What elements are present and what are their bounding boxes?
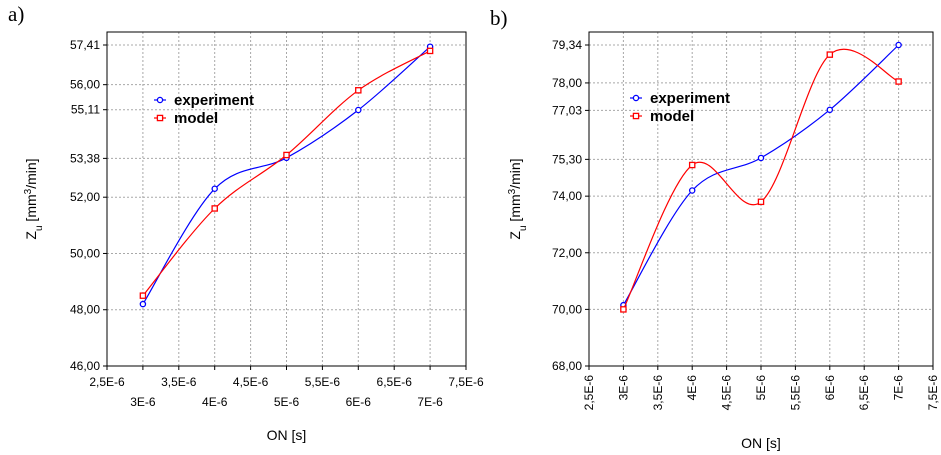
x-tick-label: 7E-6 [417, 395, 443, 409]
legend-label-model: model [174, 110, 218, 127]
legend-label-model: model [650, 108, 694, 125]
y-axis-title: Zu [mm3/min] [507, 158, 529, 239]
data-point-experiment [895, 41, 902, 49]
y-tick-label: 74,00 [552, 189, 582, 203]
y-axis-title: Zu [mm3/min] [23, 158, 45, 239]
y-tick-label: 75,30 [552, 152, 582, 166]
x-tick-label: 7,5E-6 [926, 375, 940, 411]
x-tick-label: 4,5E-6 [233, 375, 269, 389]
legend-marker-experiment [632, 94, 640, 102]
x-tick-label: 7,5E-6 [448, 375, 484, 389]
x-tick-label: 6E-6 [346, 395, 372, 409]
x-tick-label: 6E-6 [823, 375, 837, 401]
y-tick-label: 77,03 [552, 103, 582, 117]
y-tick-label: 72,00 [552, 246, 582, 260]
y-tick-label: 55,11 [71, 103, 100, 117]
data-point-model [688, 161, 696, 169]
y-tick-label: 53,38 [70, 151, 100, 165]
y-tick-label: 57,41 [70, 38, 100, 52]
data-point-model [757, 198, 765, 206]
y-tick-label: 78,00 [552, 76, 582, 90]
x-tick-label: 7E-6 [892, 375, 906, 401]
x-tick-label: 4,5E-6 [720, 375, 734, 411]
x-tick-label: 5,5E-6 [788, 375, 802, 411]
x-tick-label: 3E-6 [616, 375, 630, 401]
x-tick-label: 3,5E-6 [651, 375, 665, 411]
y-tick-label: 70,00 [552, 302, 582, 316]
y-tick-label: 50,00 [70, 246, 100, 260]
data-point-model [139, 292, 147, 299]
data-point-model [826, 51, 834, 58]
y-tick-label: 68,00 [552, 359, 582, 373]
x-tick-label: 2,5E-6 [582, 375, 596, 411]
x-tick-label: 3E-6 [130, 395, 156, 409]
x-tick-label: 3,5E-6 [161, 375, 197, 389]
data-point-experiment [355, 106, 362, 114]
x-axis-title: ON [s] [267, 427, 307, 443]
y-tick-label: 79,34 [552, 38, 582, 52]
x-tick-label: 5E-6 [274, 395, 300, 409]
legend-label-experiment: experiment [174, 92, 254, 109]
chart-panel-b: 68,00 70,00 72,00 74,00 75,30 77,03 78,00 79,34… [507, 31, 940, 451]
x-tick-label: 2,5E-6 [89, 375, 125, 389]
data-point-experiment [139, 300, 147, 308]
data-point-model [355, 87, 362, 94]
legend-label-experiment: experiment [650, 90, 730, 107]
x-tick-label: 6,5E-6 [377, 375, 413, 389]
chart-panel-a: 46,00 48,00 50,00 52,00 53,38 55,11 56,00 57,41… [23, 31, 484, 443]
panel-label-a: a) [8, 2, 25, 26]
y-tick-label: 56,00 [70, 78, 100, 92]
data-point-model [895, 78, 902, 85]
x-tick-label: 4E-6 [202, 395, 228, 409]
x-tick-label: 6,5E-6 [857, 375, 871, 411]
x-tick-label: 5,5E-6 [305, 375, 341, 389]
data-point-model [211, 205, 218, 212]
legend-marker-experiment [156, 96, 164, 104]
y-tick-label: 52,00 [70, 190, 100, 204]
data-point-experiment [211, 185, 218, 193]
x-tick-label: 4E-6 [685, 375, 699, 401]
y-tick-label: 46,00 [70, 359, 100, 373]
data-point-experiment [826, 106, 834, 114]
data-point-experiment [688, 187, 696, 194]
data-point-experiment [757, 154, 765, 162]
y-tick-label: 48,00 [70, 303, 100, 317]
legend-marker-model [632, 112, 640, 120]
legend-marker-model [156, 114, 164, 122]
plot-frame [106, 31, 467, 367]
x-tick-label: 5E-6 [754, 375, 768, 401]
panel-label-b: b) [490, 6, 508, 30]
data-point-model [283, 151, 290, 159]
data-point-model [426, 47, 434, 55]
x-axis-title: ON [s] [741, 435, 781, 451]
data-point-model [620, 306, 627, 313]
